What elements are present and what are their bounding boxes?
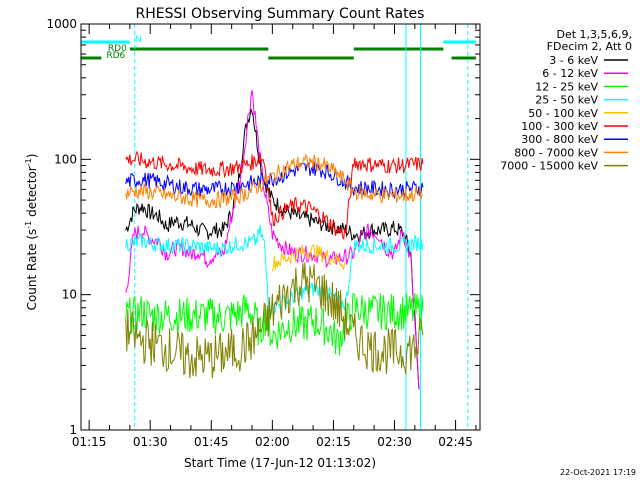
series-line-0: [125, 108, 420, 390]
x-tick-label-1: 01:30: [133, 435, 168, 449]
legend-label-0: 3 - 6 keV: [549, 54, 598, 67]
legend-label-3: 25 - 50 keV: [535, 94, 598, 107]
y-axis-label-sup1: -1: [24, 221, 33, 229]
timestamp: 22-Oct-2021 17:19: [560, 468, 636, 477]
legend-header-1: FDecim 2, Att 0: [547, 40, 632, 53]
series-line-6: [125, 161, 424, 200]
x-tick-label-2: 01:45: [194, 435, 229, 449]
x-tick-label-5: 02:30: [377, 435, 412, 449]
y-tick-label-0: 1: [69, 423, 77, 437]
series-line-8: [125, 262, 424, 379]
legend-label-5: 100 - 300 keV: [521, 120, 598, 133]
series-line-7: [125, 153, 424, 210]
y-axis-label-sup2: -1: [24, 158, 33, 166]
y-axis-label-mid: detector: [25, 166, 39, 221]
legend: Det 1,3,5,6,9,FDecim 2, Att 03 - 6 keV6 …: [500, 28, 632, 173]
legend-label-1: 6 - 12 keV: [542, 67, 598, 80]
series-line-3: [125, 224, 424, 315]
legend-label-6: 300 - 800 keV: [521, 133, 598, 146]
series-line-1: [125, 90, 420, 390]
y-axis-label-main: Count Rate (s: [25, 229, 39, 311]
legend-header-0: Det 1,3,5,6,9,: [556, 28, 632, 41]
svg-text:Count Rate (s-1 detector-1): Count Rate (s-1 detector-1): [24, 154, 39, 311]
series-line-2: [125, 292, 424, 356]
flag-label-rd6: RD6: [106, 51, 125, 61]
plot-frame: [80, 23, 481, 431]
legend-label-8: 7000 - 15000 keV: [500, 160, 598, 173]
series-line-4: [271, 244, 346, 272]
x-tick-label-0: 01:15: [72, 435, 107, 449]
series-line-5: [125, 150, 424, 240]
x-tick-label-3: 02:00: [255, 435, 290, 449]
x-axis-label: Start Time (17-Jun-12 01:13:02): [184, 456, 376, 470]
legend-label-4: 50 - 100 keV: [528, 107, 598, 120]
y-tick-label-1: 10: [62, 288, 77, 302]
y-tick-label-2: 100: [54, 152, 77, 166]
flag-label-rd0: RD0: [108, 44, 127, 54]
chart-title: RHESSI Observing Summary Count Rates: [136, 6, 425, 22]
legend-label-2: 12 - 25 keV: [535, 80, 598, 93]
y-tick-label-3: 1000: [46, 17, 77, 31]
x-tick-label-4: 02:15: [316, 435, 351, 449]
flag-label-n: N: [135, 35, 142, 45]
x-tick-label-6: 02:45: [438, 435, 473, 449]
axes: 1 10 100 1000 01:15 01:30 01:45 02:00 02:15 02:30…: [46, 17, 481, 449]
y-axis-label-end: ): [25, 154, 39, 159]
y-axis-label: Count Rate (s-1 detector-1): [24, 154, 39, 311]
legend-label-7: 800 - 7000 keV: [514, 146, 598, 159]
